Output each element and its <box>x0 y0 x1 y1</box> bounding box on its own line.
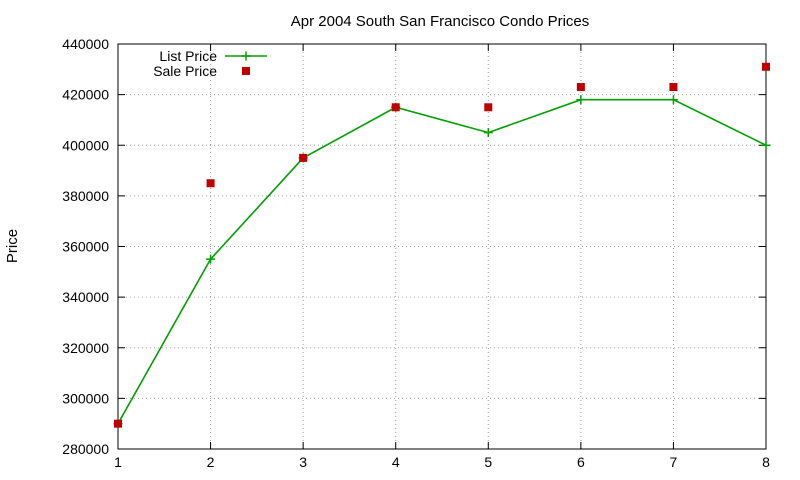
x-tick-label: 2 <box>207 454 215 470</box>
sale-price-point <box>299 153 308 162</box>
y-tick-label: 360000 <box>62 239 109 255</box>
y-tick-label: 420000 <box>62 87 109 103</box>
x-tick-label: 7 <box>670 454 678 470</box>
x-tick-label: 8 <box>762 454 770 470</box>
sale-price-point <box>669 83 678 92</box>
x-tick-label: 1 <box>114 454 122 470</box>
legend-label-sale-price: Sale Price <box>153 63 217 79</box>
sale-price-point <box>484 103 493 112</box>
y-tick-label: 340000 <box>62 289 109 305</box>
list-price-point <box>206 254 216 264</box>
list-price-point <box>576 95 586 105</box>
y-tick-label: 280000 <box>62 441 109 457</box>
list-price-point <box>483 128 493 138</box>
x-tick-label: 3 <box>299 454 307 470</box>
legend-marker-list-price <box>241 51 251 61</box>
y-tick-label: 320000 <box>62 340 109 356</box>
sale-price-point <box>114 419 122 428</box>
x-tick-label: 4 <box>392 454 400 470</box>
y-axis-label: Price <box>4 229 21 263</box>
x-tick-label: 5 <box>484 454 492 470</box>
x-tick-label: 6 <box>577 454 585 470</box>
list-price-point <box>668 95 678 105</box>
list-price-point <box>761 140 771 150</box>
sale-price-point <box>391 103 400 112</box>
y-tick-label: 440000 <box>62 36 109 52</box>
axes: 1 2 3 4 5 6 7 8 280000 300000 320000 340000 360000 38… <box>62 36 770 470</box>
sale-price-point <box>762 62 770 71</box>
plot-frame <box>117 43 767 450</box>
y-tick-label: 300000 <box>62 390 109 406</box>
chart-title: Apr 2004 South San Francisco Condo Price… <box>291 13 590 30</box>
plot-series <box>113 62 771 429</box>
list-price-line <box>117 98 767 425</box>
legend-label-list-price: List Price <box>159 48 217 64</box>
sale-price-point <box>576 83 585 92</box>
legend-marker-sale-price <box>242 67 250 75</box>
y-tick-label: 400000 <box>62 137 109 153</box>
y-tick-label: 380000 <box>62 188 109 204</box>
sale-price-point <box>206 179 215 188</box>
grid <box>118 44 766 449</box>
